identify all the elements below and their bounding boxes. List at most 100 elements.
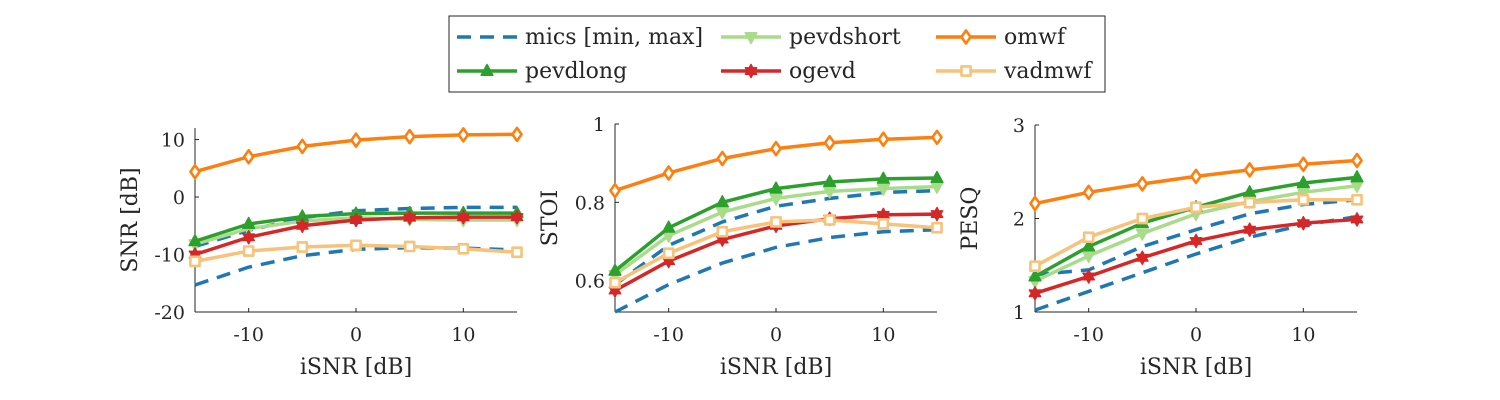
data-point-vadmwf — [1190, 201, 1202, 214]
series-vadmwf — [1029, 193, 1363, 273]
series-mics — [614, 228, 938, 314]
data-point-omwf — [1190, 168, 1202, 185]
legend-label-vadmwf: vadmwf — [1003, 59, 1093, 84]
x-tick-label: 0 — [350, 324, 362, 346]
data-point-ogevd — [1296, 215, 1310, 231]
data-point-pevdlong — [823, 174, 837, 187]
data-point-omwf — [350, 132, 362, 148]
series-vadmwf — [609, 214, 943, 289]
series-ogevd — [1028, 212, 1364, 301]
x-tick-label: 10 — [1291, 324, 1315, 346]
data-point-omwf — [457, 127, 470, 143]
legend-marker-vadmwf — [960, 65, 972, 77]
data-point-pevdlong — [876, 171, 890, 184]
x-axis-label: iSNR [dB] — [1140, 355, 1252, 380]
y-tick-label: 0 — [173, 187, 185, 209]
data-point-pevdshort — [1082, 250, 1096, 264]
data-point-ogevd — [349, 212, 363, 228]
data-point-pevdlong — [769, 181, 783, 194]
data-point-vadmwf — [770, 216, 782, 228]
y-tick-label: 2 — [1013, 209, 1025, 231]
legend-marker-ogevd — [744, 63, 758, 79]
data-point-vadmwf — [931, 221, 943, 234]
series-vadmwf — [189, 239, 523, 268]
data-point-pevdlong — [608, 263, 622, 276]
data-point-vadmwf — [877, 218, 890, 230]
data-point-pevdshort — [715, 207, 729, 220]
data-point-ogevd — [242, 230, 256, 245]
y-tick-label: -10 — [154, 245, 185, 267]
data-point-omwf — [931, 129, 943, 146]
legend-marker-omwf — [960, 29, 972, 45]
data-point-pevdlong — [1028, 269, 1042, 282]
series-pevdlong — [608, 170, 944, 276]
snr-subplot: -10 0 10 -20 -10 0 10 iSNR [dB] SNR [dB] — [118, 126, 524, 380]
data-point-omwf — [609, 182, 621, 199]
y-tick-label: 0.8 — [575, 192, 605, 214]
data-point-omwf — [403, 128, 416, 145]
series-pevdshort — [1028, 180, 1364, 289]
data-point-vadmwf — [1029, 260, 1041, 273]
data-point-ogevd — [1135, 250, 1149, 266]
data-point-pevdshort — [823, 186, 837, 199]
series-ogevd — [188, 209, 524, 262]
data-point-omwf — [189, 163, 201, 180]
data-point-omwf — [1136, 176, 1149, 192]
y-tick-label: 10 — [161, 130, 185, 152]
data-point-ogevd — [1350, 212, 1364, 227]
data-point-vadmwf — [1351, 193, 1363, 206]
legend-entry-pevdlong: pevdlong — [457, 59, 627, 84]
legend-entry-pevdshort: pevdshort — [721, 25, 901, 50]
data-point-omwf — [1029, 195, 1041, 212]
data-point-ogevd — [1082, 269, 1096, 284]
data-point-ogevd — [1243, 222, 1257, 237]
data-point-pevdshort — [1296, 187, 1310, 200]
data-point-pevdlong — [1243, 185, 1257, 198]
data-point-omwf — [242, 148, 255, 165]
data-point-ogevd — [1189, 233, 1203, 249]
x-tick-label: -10 — [653, 324, 684, 346]
data-point-vadmwf — [189, 255, 201, 268]
y-axis-label: PESQ — [958, 187, 983, 251]
data-point-vadmwf — [609, 276, 621, 289]
data-point-omwf — [823, 135, 836, 151]
data-point-vadmwf — [350, 239, 362, 252]
x-axis-label: iSNR [dB] — [720, 355, 832, 380]
y-tick-label: -20 — [154, 302, 185, 324]
data-point-vadmwf — [511, 246, 523, 259]
series-pevdlong — [1028, 170, 1364, 282]
data-point-ogevd — [295, 218, 309, 233]
legend-box — [448, 15, 1106, 93]
y-axis-label: STOI — [538, 190, 563, 246]
data-point-omwf — [662, 165, 675, 181]
legend-entry-mics: mics [min, max] — [457, 25, 703, 50]
data-point-pevdlong — [662, 220, 676, 233]
data-point-vadmwf — [242, 245, 255, 257]
x-tick-label: 10 — [451, 324, 475, 346]
data-point-omwf — [296, 138, 309, 155]
data-point-ogevd — [403, 210, 417, 225]
series-pevdshort — [608, 181, 944, 283]
data-point-omwf — [1082, 184, 1095, 201]
data-point-pevdlong — [930, 170, 944, 184]
data-point-vadmwf — [1243, 196, 1256, 209]
data-point-ogevd — [510, 209, 524, 225]
x-tick-label: -10 — [1073, 324, 1104, 346]
legend-marker-pevdshort — [744, 32, 758, 45]
data-point-vadmwf — [823, 214, 836, 226]
data-point-omwf — [877, 131, 890, 148]
data-point-vadmwf — [296, 241, 309, 253]
x-axis-label: iSNR [dB] — [300, 355, 412, 380]
data-point-vadmwf — [716, 225, 729, 238]
legend-entry-vadmwf: vadmwf — [936, 59, 1093, 84]
data-point-pevdshort — [876, 183, 890, 196]
x-tick-label: 0 — [1190, 324, 1202, 346]
series-omwf — [189, 126, 523, 180]
y-tick-label: 3 — [1013, 115, 1025, 137]
data-point-ogevd — [456, 209, 470, 225]
y-axis-label: SNR [dB] — [118, 167, 143, 272]
data-point-omwf — [1243, 162, 1256, 178]
data-point-vadmwf — [403, 240, 416, 253]
data-point-omwf — [511, 126, 523, 143]
